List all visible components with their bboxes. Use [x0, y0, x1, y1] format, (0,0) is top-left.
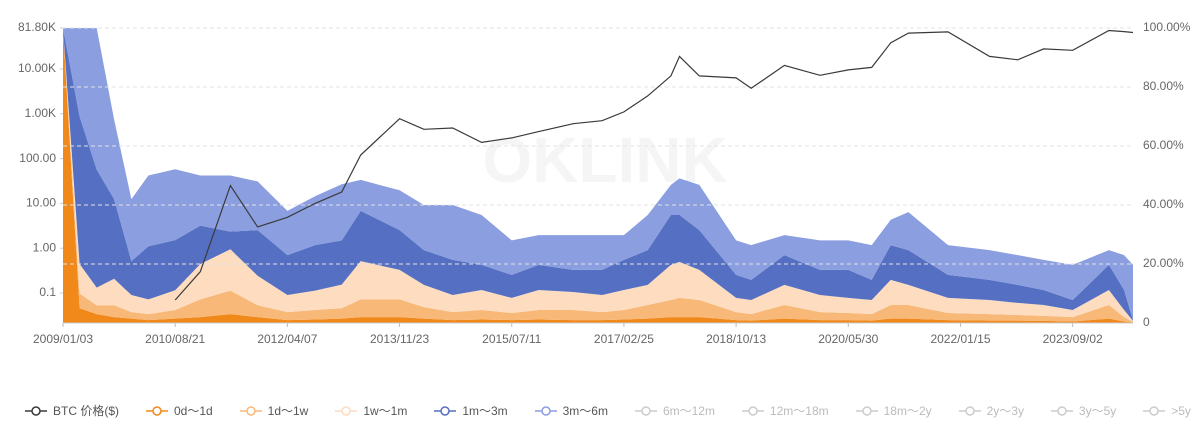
y2-tick-label: 40.00%	[1143, 197, 1184, 211]
y2-tick-label: 0	[1143, 315, 1150, 329]
area	[63, 28, 1133, 322]
x-tick-label: 2022/01/15	[930, 332, 990, 346]
y2-tick-label: 20.00%	[1143, 256, 1184, 270]
x-tick-label: 2023/09/02	[1043, 332, 1103, 346]
x-tick-label: 2012/04/07	[257, 332, 317, 346]
legend-icon	[335, 405, 358, 416]
legend-item[interactable]: 1d～1w	[239, 402, 309, 419]
legend-icon	[741, 405, 764, 416]
legend-label: >5y	[1171, 403, 1191, 418]
legend-item[interactable]: 12m～18m	[741, 402, 829, 419]
legend-item[interactable]: 1m～3m	[434, 402, 508, 419]
y2-tick-label: 80.00%	[1143, 79, 1184, 93]
legend-icon	[855, 405, 878, 416]
legend-item[interactable]: 18m～2y	[855, 402, 932, 419]
legend-item[interactable]: 3m～6m	[534, 402, 608, 419]
legend-item[interactable]: 6m～12m	[634, 402, 715, 419]
legend-icon	[25, 405, 47, 416]
x-tick-label: 2020/05/30	[818, 332, 878, 346]
x-tick-label: 2010/08/21	[145, 332, 205, 346]
legend-item[interactable]: 3y～5y	[1050, 402, 1117, 419]
legend-icon	[958, 405, 981, 416]
x-tick-label: 2009/01/03	[33, 332, 93, 346]
legend-label: 1d～1w	[267, 404, 309, 418]
chart: OKLINK 0 20.00% 40.00% 60.00% 80.00% 100.00% 0…	[18, 20, 1191, 346]
x-tick-label: 2013/11/23	[370, 332, 429, 346]
y-tick-label: 1.00K	[25, 106, 56, 120]
area	[63, 28, 1133, 321]
areas	[63, 28, 1133, 323]
legend-item[interactable]: 1w～1m	[335, 402, 407, 419]
legend-icon	[239, 405, 262, 416]
watermark: OKLINK	[482, 124, 727, 196]
x-tick-label: 2018/10/13	[706, 332, 766, 346]
legend-label: 18m～2y	[883, 404, 932, 418]
legend-icon	[534, 405, 557, 416]
legend-label: 3m～6m	[562, 404, 608, 418]
legend-item[interactable]: 0d～1d	[145, 402, 213, 419]
legend-item[interactable]: >5y	[1143, 402, 1191, 419]
legend-icon	[634, 405, 657, 416]
legend-item[interactable]: BTC 价格($)	[25, 402, 119, 419]
y-tick-label: 10.00K	[18, 61, 56, 75]
legend-icon	[1143, 405, 1166, 416]
y-tick-label: 10.00	[26, 196, 56, 210]
legend-icon	[1050, 405, 1073, 416]
legend-label: 2y～3y	[986, 404, 1024, 418]
legend-label: BTC 价格($)	[53, 404, 120, 418]
y-tick-label: 81.80K	[18, 20, 56, 34]
y-tick-label: 0.1	[39, 285, 56, 299]
x-tick-label: 2017/02/25	[594, 332, 654, 346]
legend-label: 3y～5y	[1078, 404, 1117, 418]
legend-icon	[434, 405, 457, 416]
y-tick-label: 100.00	[19, 151, 56, 165]
legend-label: 12m～18m	[769, 404, 829, 418]
legend-item[interactable]: 2y～3y	[958, 402, 1024, 419]
y2-tick-label: 60.00%	[1143, 138, 1184, 152]
legend: BTC 价格($) 0d～1d 1d～1w 1w～1m 1m～3m 3m～6m 6m～12m…	[25, 402, 1191, 419]
x-tick-label: 2015/07/11	[482, 332, 541, 346]
y-tick-label: 1.00	[33, 240, 57, 254]
area	[63, 28, 1133, 321]
price-line	[174, 29, 1134, 301]
legend-label: 0d～1d	[173, 404, 213, 418]
legend-icon	[145, 405, 168, 416]
y2-tick-label: 100.00%	[1143, 20, 1191, 34]
legend-label: 1m～3m	[462, 404, 508, 418]
legend-label: 6m～12m	[662, 404, 715, 418]
legend-label: 1w～1m	[363, 404, 408, 418]
